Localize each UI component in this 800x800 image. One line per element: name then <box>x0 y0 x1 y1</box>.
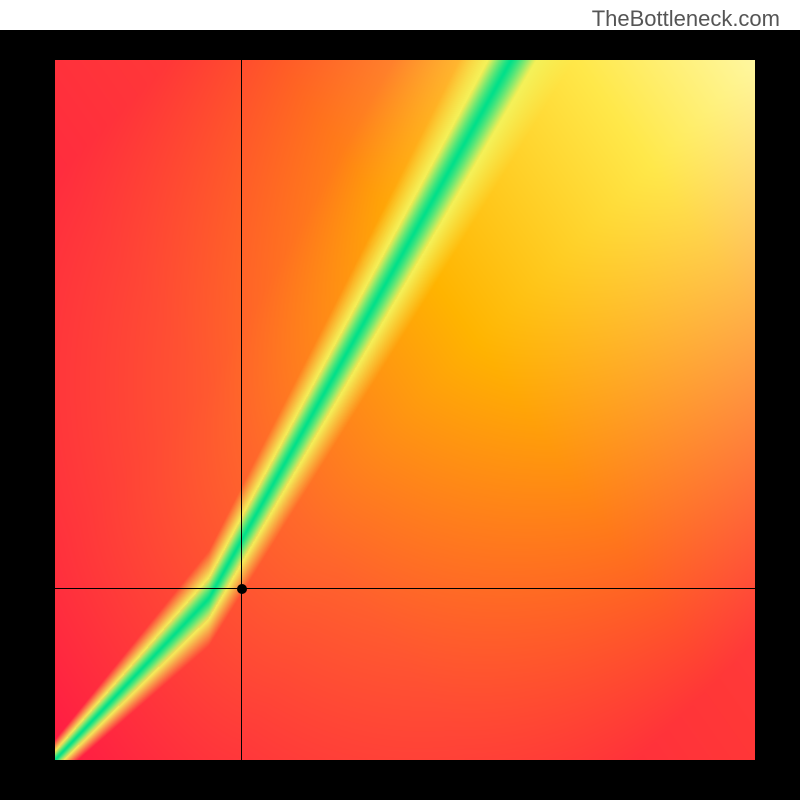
root: TheBottleneck.com <box>0 0 800 800</box>
crosshair-marker[interactable] <box>237 584 247 594</box>
crosshair-vertical <box>241 60 242 760</box>
frame-top <box>0 30 800 60</box>
frame-left <box>0 30 55 800</box>
watermark-text: TheBottleneck.com <box>592 6 780 32</box>
frame-right <box>755 30 800 800</box>
frame-bottom <box>0 760 800 800</box>
heatmap-plot <box>55 60 755 760</box>
heatmap-canvas <box>55 60 755 760</box>
crosshair-horizontal <box>55 588 755 589</box>
